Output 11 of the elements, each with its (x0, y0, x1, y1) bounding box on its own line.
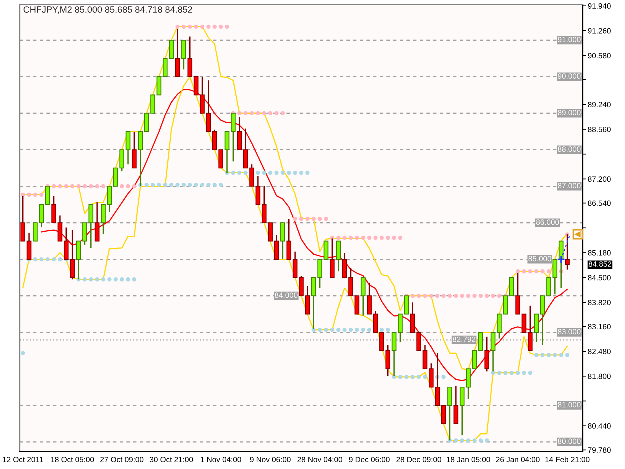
candlestick (360, 277, 366, 316)
candlestick (132, 131, 137, 169)
candlestick (280, 222, 286, 260)
candlestick (454, 386, 459, 425)
candlestick (175, 28, 180, 78)
chart-title: CHFJPY,M2 85.000 85.685 84.718 84.852 (24, 6, 192, 14)
candlestick (484, 336, 490, 372)
candlestick (336, 240, 342, 272)
candlestick (448, 386, 452, 442)
candlestick (182, 40, 186, 70)
candlestick (94, 202, 100, 242)
